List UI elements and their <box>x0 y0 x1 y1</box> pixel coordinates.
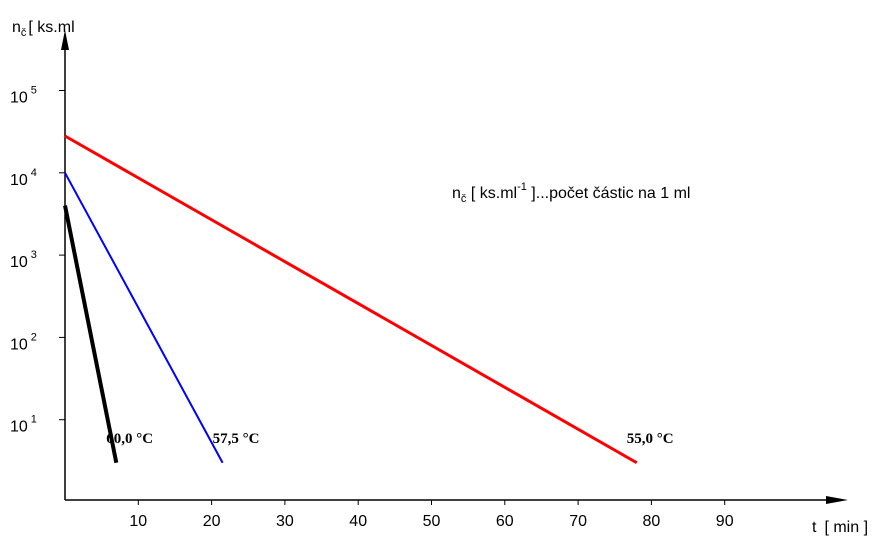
y-tick-label: 10 2 <box>10 331 37 353</box>
series-line-1 <box>64 172 224 464</box>
y-tick-base: 10 <box>10 254 28 271</box>
y-tick-label: 10 5 <box>10 85 37 107</box>
x-tick-label: 70 <box>569 513 587 530</box>
annotation-text: nč [ ks.ml-1 ]...počet částic na 1 ml <box>452 181 690 205</box>
y-tick-label: 10 3 <box>10 249 37 271</box>
annotation-rest: ]...počet částic na 1 ml <box>527 185 691 202</box>
y-tick-exponent: 5 <box>31 85 37 97</box>
x-tick-label: 60 <box>496 513 514 530</box>
y-axis-arrow <box>61 30 69 50</box>
y-tick-label: 10 1 <box>10 414 37 436</box>
x-tick-label: 90 <box>716 513 734 530</box>
y-tick-exponent: 3 <box>31 249 37 261</box>
y-tick-label: 10 4 <box>10 167 37 189</box>
series-label-1: 57,5 °C <box>213 431 260 447</box>
y-axis-title-units: [ ks.ml <box>28 19 74 36</box>
x-tick-label: 20 <box>203 513 221 530</box>
annotation-units: [ ks.ml <box>466 185 517 202</box>
series-line-2 <box>64 134 638 465</box>
annotation-subscript: č <box>461 193 467 205</box>
annotation-symbol: n <box>452 185 461 202</box>
x-tick-label: 50 <box>423 513 441 530</box>
x-tick-label: 10 <box>129 513 147 530</box>
y-axis-title-symbol: n <box>12 19 21 36</box>
y-axis-title-subscript: č <box>21 27 27 39</box>
x-axis-title-units: [ min ] <box>824 519 868 536</box>
y-tick-exponent: 2 <box>31 331 37 343</box>
x-tick-label: 40 <box>349 513 367 530</box>
x-axis-title-symbol: t <box>812 519 817 536</box>
x-axis-arrow <box>826 496 848 504</box>
annotation-exponent: -1 <box>517 181 527 193</box>
x-tick-label: 80 <box>643 513 661 530</box>
series-line-0 <box>63 205 119 464</box>
y-tick-base: 10 <box>10 90 28 107</box>
series-labels: 60,0 °C 57,5 °C 55,0 °C <box>106 431 673 447</box>
series-label-0: 60,0 °C <box>106 431 153 447</box>
y-tick-base: 10 <box>10 172 28 189</box>
x-ticks: 10 20 30 40 50 60 70 80 90 <box>129 500 734 530</box>
y-tick-base: 10 <box>10 419 28 436</box>
series-label-2: 55,0 °C <box>627 431 674 447</box>
x-tick-label: 30 <box>276 513 294 530</box>
series-lines <box>63 134 638 465</box>
y-tick-base: 10 <box>10 336 28 353</box>
x-axis-title: t [ min ] <box>812 519 868 536</box>
y-tick-exponent: 1 <box>31 414 37 426</box>
y-tick-exponent: 4 <box>31 167 37 179</box>
y-axis-title: nč[ ks.ml <box>12 19 75 39</box>
